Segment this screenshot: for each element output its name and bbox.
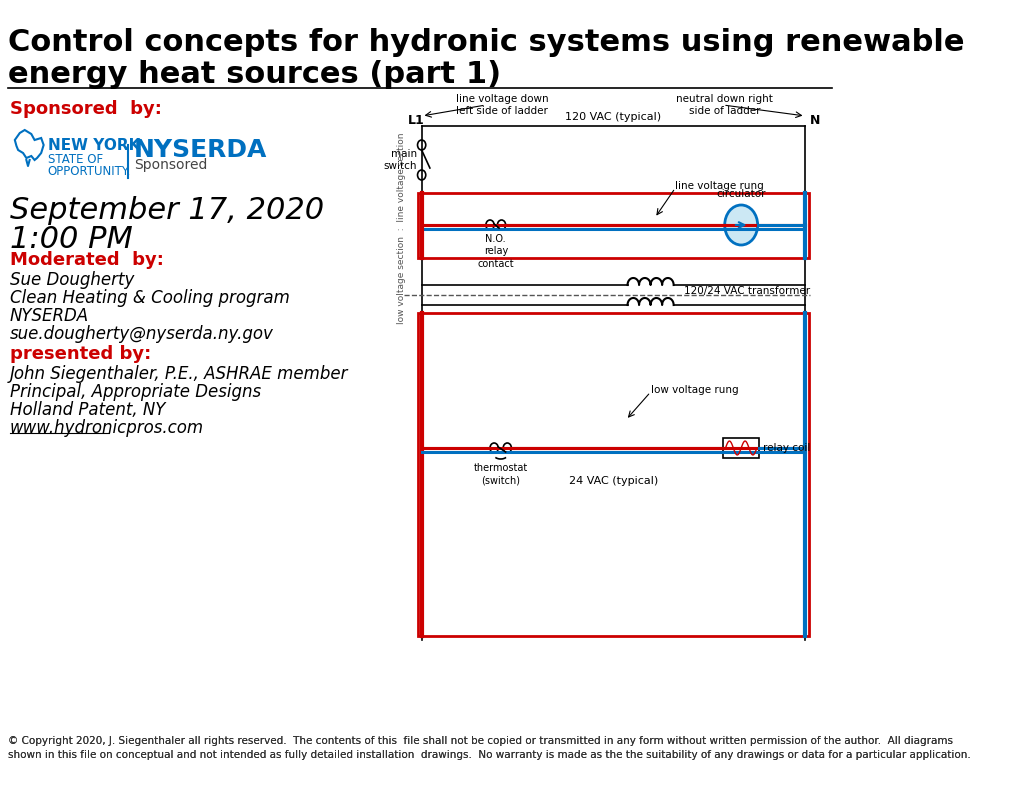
Circle shape — [485, 220, 493, 230]
Text: 120 VAC (typical): 120 VAC (typical) — [565, 112, 661, 122]
Text: relay coil: relay coil — [762, 443, 810, 453]
Text: N: N — [809, 113, 819, 127]
Text: Moderated  by:: Moderated by: — [10, 251, 164, 269]
Text: Principal, Appropriate Designs: Principal, Appropriate Designs — [10, 383, 261, 401]
Circle shape — [723, 205, 757, 245]
Text: low voltage rung: low voltage rung — [650, 385, 738, 395]
Text: L1: L1 — [408, 113, 424, 127]
Text: energy heat sources (part 1): energy heat sources (part 1) — [8, 60, 501, 89]
Text: line voltage down
left side of ladder: line voltage down left side of ladder — [455, 94, 548, 117]
Text: 120/24 VAC transformer: 120/24 VAC transformer — [683, 286, 809, 296]
Text: www.hydronicpros.com: www.hydronicpros.com — [10, 419, 204, 437]
Text: John Siegenthaler, P.E., ASHRAE member: John Siegenthaler, P.E., ASHRAE member — [10, 365, 348, 383]
Text: neutral down right
side of ladder: neutral down right side of ladder — [676, 94, 772, 117]
Text: presented by:: presented by: — [10, 345, 151, 363]
Circle shape — [489, 443, 497, 453]
Text: main
switch: main switch — [383, 149, 417, 171]
Text: © Copyright 2020, J. Siegenthaler all rights reserved.  The contents of this  fi: © Copyright 2020, J. Siegenthaler all ri… — [8, 736, 970, 760]
Text: Sue Dougherty: Sue Dougherty — [10, 271, 135, 289]
Text: circulator: circulator — [715, 189, 765, 199]
Circle shape — [502, 443, 511, 453]
Text: Sponsored  by:: Sponsored by: — [10, 100, 162, 118]
Circle shape — [417, 170, 425, 180]
Text: 24 VAC (typical): 24 VAC (typical) — [569, 476, 657, 486]
Text: NYSERDA: NYSERDA — [10, 307, 89, 325]
FancyBboxPatch shape — [722, 438, 758, 458]
Circle shape — [417, 140, 425, 150]
Text: 1:00 PM: 1:00 PM — [10, 225, 132, 254]
Text: Holland Patent, NY: Holland Patent, NY — [10, 401, 165, 419]
Circle shape — [497, 220, 505, 230]
Text: low voltage section  :  line voltage section: low voltage section : line voltage secti… — [397, 132, 406, 324]
Text: OPPORTUNITY.: OPPORTUNITY. — [48, 165, 131, 178]
Text: Control concepts for hydronic systems using renewable: Control concepts for hydronic systems us… — [8, 28, 964, 57]
Text: STATE OF: STATE OF — [48, 153, 103, 166]
Text: NYSERDA: NYSERDA — [135, 138, 267, 162]
Text: line voltage rung: line voltage rung — [675, 181, 763, 191]
Text: N.O.
relay
contact: N.O. relay contact — [477, 234, 514, 269]
Text: Clean Heating & Cooling program: Clean Heating & Cooling program — [10, 289, 289, 307]
Text: © Copyright 2020, J. Siegenthaler all rights reserved.  The contents of this  fi: © Copyright 2020, J. Siegenthaler all ri… — [8, 736, 970, 760]
Text: NEW YORK: NEW YORK — [48, 138, 140, 153]
Text: sue.dougherty@nyserda.ny.gov: sue.dougherty@nyserda.ny.gov — [10, 325, 273, 343]
Text: Sponsored: Sponsored — [135, 158, 208, 172]
Text: thermostat
(switch): thermostat (switch) — [473, 463, 527, 485]
Text: September 17, 2020: September 17, 2020 — [10, 196, 324, 225]
